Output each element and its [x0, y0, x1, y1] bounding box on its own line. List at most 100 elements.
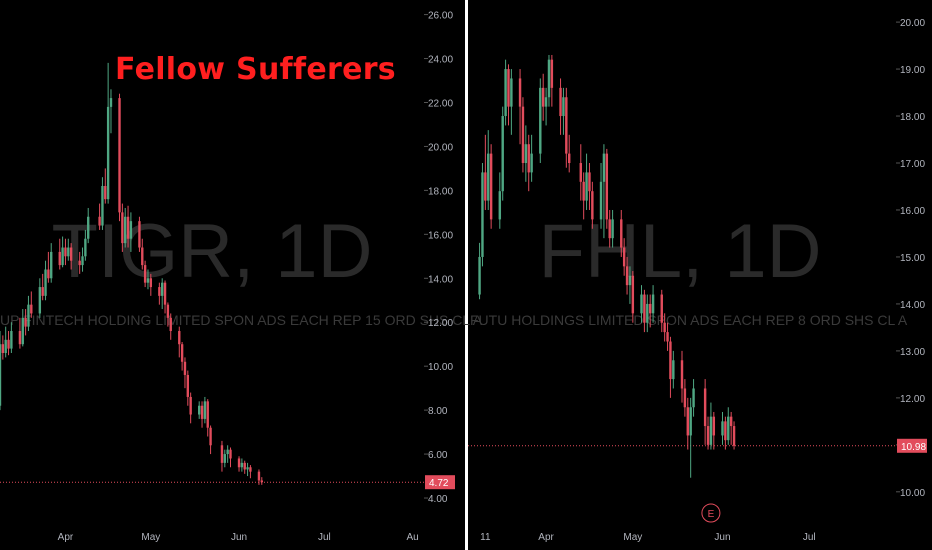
- tigr-candle-body: [104, 185, 107, 200]
- tigr-y-tick-label: 6.00: [428, 450, 448, 461]
- fhl-y-tick-label: 17.00: [900, 159, 925, 170]
- tigr-candle-body: [1, 344, 5, 353]
- fhl-candle-body: [478, 256, 481, 295]
- tigr-candle-body: [166, 304, 170, 318]
- tigr-candle-body: [249, 467, 252, 472]
- tigr-y-tick-label: 4.00: [428, 494, 448, 505]
- fhl-candle-body: [628, 275, 632, 286]
- tigr-candle-body: [7, 339, 10, 349]
- tigr-candle-body: [169, 317, 172, 332]
- tigr-candle-body: [58, 251, 61, 266]
- tigr-candle-body: [24, 317, 27, 327]
- fhl-candle-body: [666, 332, 669, 342]
- tigr-candle-body: [10, 331, 13, 349]
- fhl-candle-body: [562, 97, 565, 117]
- tigr-candle-body: [229, 449, 232, 459]
- tigr-candle-body: [220, 445, 224, 463]
- tigr-y-tick-label: 10.00: [428, 362, 453, 373]
- fhl-last-price-label: 10.98: [901, 442, 926, 453]
- fhl-y-tick-label: 15.00: [900, 253, 925, 264]
- tigr-candle-body: [257, 471, 261, 481]
- fhl-x-tick-label: Apr: [538, 532, 554, 543]
- fhl-candle-body: [530, 153, 533, 173]
- fhl-candle-body: [521, 106, 525, 164]
- tigr-candle-body: [124, 216, 127, 244]
- fhl-candle-body: [539, 87, 542, 154]
- fhl-candle-body: [524, 144, 528, 164]
- fhl-candle-body: [706, 426, 710, 445]
- fhl-candle-body: [631, 275, 635, 314]
- fhl-candle-body: [622, 247, 626, 267]
- fhl-candle-body: [643, 294, 646, 323]
- tigr-x-tick-label: Jul: [318, 532, 331, 543]
- fhl-candle-body: [585, 172, 588, 201]
- fhl-candle-body: [724, 421, 727, 441]
- tigr-candle-body: [126, 216, 130, 239]
- fhl-candle-body: [709, 416, 713, 445]
- tigr-candle-body: [203, 401, 207, 419]
- fhl-y-tick-label: 19.00: [900, 65, 925, 76]
- tigr-candle-body: [206, 401, 209, 428]
- tigr-x-tick-label: Au: [407, 532, 419, 543]
- tigr-candle-body: [143, 265, 147, 283]
- fhl-candle-body: [672, 360, 675, 380]
- fhl-candle-body: [692, 388, 695, 408]
- tigr-candle-body: [0, 344, 2, 406]
- fhl-y-tick-label: 16.00: [900, 206, 925, 217]
- fhl-candle-body: [559, 87, 562, 117]
- fhl-candle-body: [565, 97, 568, 154]
- fhl-candle-body: [481, 172, 484, 257]
- tigr-x-tick-label: Apr: [58, 532, 74, 543]
- tigr-y-tick-label: 18.00: [428, 186, 453, 197]
- fhl-candle-body: [680, 360, 684, 389]
- fhl-candle-body: [484, 172, 487, 201]
- fhl-candle-body: [501, 116, 504, 192]
- fhl-candle-body: [527, 144, 530, 173]
- tigr-candle-body: [163, 282, 167, 305]
- fhl-candle-body: [588, 172, 591, 192]
- tigr-candle-body: [47, 269, 50, 279]
- fhl-candle-body: [550, 59, 554, 88]
- fhl-candle-body: [683, 388, 687, 408]
- tigr-candle-body: [226, 449, 229, 455]
- fhl-candle-body: [605, 153, 609, 220]
- tigr-candle-body: [158, 287, 161, 296]
- tigr-candle-body: [223, 454, 227, 463]
- tigr-y-tick-label: 14.00: [428, 274, 453, 285]
- tigr-candle-body: [149, 278, 153, 288]
- tigr-candle-body: [118, 98, 121, 213]
- fhl-candle-body: [669, 341, 672, 380]
- tigr-candle-body: [81, 256, 84, 266]
- fhl-candle-body: [727, 416, 730, 441]
- tigr-candle-body: [146, 278, 150, 283]
- tigr-candle-body: [129, 221, 133, 239]
- tigr-watermark-name: UP FINTECH HOLDING LIMITED SPON ADS EACH…: [0, 312, 483, 328]
- fhl-candle-body: [646, 303, 649, 323]
- fhl-candle-body: [510, 78, 513, 107]
- fhl-candle-body: [582, 181, 585, 201]
- fhl-candle-body: [568, 153, 571, 164]
- fhl-candle-body: [663, 322, 666, 333]
- tigr-candle-body: [101, 185, 104, 226]
- tigr-x-tick-label: Jun: [231, 532, 247, 543]
- fhl-candle-body: [625, 266, 629, 286]
- tigr-candle-body: [30, 304, 33, 314]
- tigr-candle-body: [178, 331, 181, 345]
- fhl-x-tick-label: Jul: [803, 532, 816, 543]
- tigr-y-tick-label: 16.00: [428, 230, 453, 241]
- tigr-x-tick-label: May: [141, 532, 160, 543]
- fhl-y-tick-label: 10.00: [900, 488, 925, 499]
- fhl-y-tick-label: 14.00: [900, 300, 925, 311]
- tigr-candle-body: [69, 247, 73, 261]
- fhl-candle-body: [721, 421, 724, 436]
- tigr-candle-body: [197, 405, 201, 415]
- tigr-candle-body: [189, 396, 192, 415]
- tigr-y-tick-label: 20.00: [428, 142, 453, 153]
- panel-divider: [465, 0, 468, 550]
- fhl-candle-body: [504, 69, 507, 117]
- tigr-candle-body: [78, 260, 81, 266]
- fhl-candle-body: [611, 219, 614, 239]
- fhl-candle-body: [518, 78, 522, 107]
- fhl-last-price-badge: [897, 438, 927, 453]
- fhl-candle-body: [686, 407, 689, 436]
